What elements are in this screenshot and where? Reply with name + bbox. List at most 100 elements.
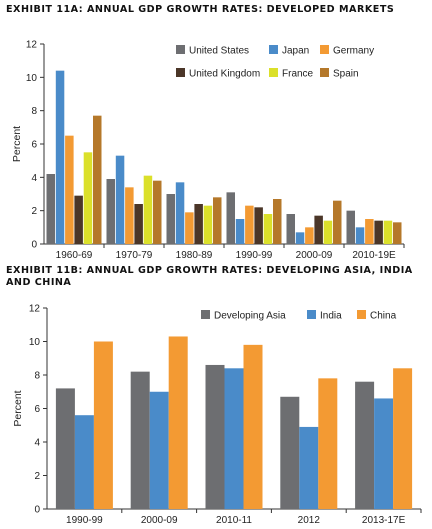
x-tick-label: 2010-11 (216, 515, 252, 526)
bar (355, 381, 375, 509)
bar (393, 222, 402, 244)
x-tick-label: 1970-79 (116, 250, 153, 261)
bar (93, 341, 113, 509)
bar (323, 220, 333, 244)
legend-label: Developing Asia (214, 311, 286, 322)
bar (143, 175, 153, 244)
chart-b-title: EXHIBIT 11B: ANNUAL GDP GROWTH RATES: DE… (6, 265, 413, 288)
bar (153, 180, 162, 244)
bar (185, 212, 194, 244)
bar (175, 182, 185, 244)
legend-label: China (370, 311, 397, 322)
legend-swatch (201, 310, 210, 319)
legend-swatch (357, 310, 366, 319)
y-tick-label: 8 (31, 106, 37, 117)
legend-label: Germany (333, 46, 374, 57)
bar (365, 219, 374, 244)
developed-markets-gdp-chart: Percent 0 2 4 6 8 10 12 1960-69 1970-79 1980-89 199… (11, 40, 405, 261)
bar (374, 398, 394, 509)
y-tick-label: 10 (26, 73, 38, 84)
bar (194, 204, 203, 244)
bar (263, 214, 273, 244)
bar (125, 187, 134, 244)
bar (333, 200, 342, 244)
y-tick-label: 8 (34, 371, 40, 382)
bar (213, 197, 222, 244)
bar (374, 220, 383, 244)
bar (149, 391, 169, 509)
bar (115, 155, 125, 244)
x-tick-label: 1990-99 (236, 250, 273, 261)
bar (305, 227, 314, 244)
bar (106, 179, 115, 244)
bar (383, 220, 393, 244)
bar (65, 135, 74, 244)
legend-label: Japan (282, 46, 309, 57)
bar (286, 214, 295, 244)
legend-swatch (320, 45, 329, 54)
bar (254, 207, 263, 244)
y-tick-label: 2 (34, 471, 40, 482)
legend-swatch (320, 68, 329, 77)
y-tick-label: 4 (31, 173, 37, 184)
chart-a-title: EXHIBIT 11A: ANNUAL GDP GROWTH RATES: DE… (6, 4, 395, 15)
bar (130, 371, 150, 509)
y-axis-label: Percent (12, 390, 24, 426)
bar (74, 415, 94, 509)
bar (273, 199, 282, 244)
legend-label: Spain (333, 69, 359, 80)
legend-label: United States (189, 46, 249, 57)
legend-swatch (176, 68, 185, 77)
bar (280, 396, 300, 509)
bar (134, 204, 143, 244)
x-tick-label: 1960-69 (56, 250, 93, 261)
bar (243, 344, 263, 509)
bar (166, 194, 175, 244)
x-tick-label: 2010-19E (352, 250, 396, 261)
bar (205, 364, 225, 509)
bar (74, 195, 83, 244)
y-tick-label: 12 (29, 304, 41, 315)
bar (168, 336, 188, 509)
bar (235, 219, 245, 244)
legend-label: France (282, 69, 314, 80)
y-tick-label: 6 (31, 140, 37, 151)
bar (93, 115, 102, 245)
bar (355, 227, 365, 244)
bar (203, 205, 213, 244)
bar (346, 210, 355, 244)
bar (245, 205, 254, 244)
x-tick-label: 1990-99 (66, 515, 103, 526)
y-tick-label: 4 (34, 438, 40, 449)
legend-swatch (269, 45, 278, 54)
bar (55, 388, 75, 509)
bar (55, 70, 65, 245)
x-tick-label: 1980-89 (176, 250, 213, 261)
bar (83, 152, 93, 244)
x-tick-label: 2012 (298, 515, 321, 526)
bar (295, 232, 305, 244)
legend-swatch (176, 45, 185, 54)
legend-swatch (307, 310, 316, 319)
x-tick-label: 2013-17E (362, 515, 406, 526)
bar (46, 174, 55, 244)
bar (314, 215, 323, 244)
bar (224, 368, 244, 509)
x-tick-label: 2000-09 (296, 250, 333, 261)
y-tick-label: 6 (34, 404, 40, 415)
bar (226, 192, 235, 244)
bar (299, 426, 319, 509)
y-tick-label: 2 (31, 206, 37, 217)
legend-swatch (269, 68, 278, 77)
y-tick-label: 0 (34, 505, 40, 516)
y-axis-label: Percent (11, 126, 23, 162)
bar (393, 368, 413, 509)
legend-label: United Kingdom (189, 69, 260, 80)
y-tick-label: 12 (26, 40, 38, 51)
x-tick-label: 2000-09 (141, 515, 178, 526)
y-tick-label: 10 (29, 337, 41, 348)
bar (318, 378, 338, 509)
legend-label: India (320, 311, 342, 322)
y-tick-label: 0 (31, 240, 37, 251)
